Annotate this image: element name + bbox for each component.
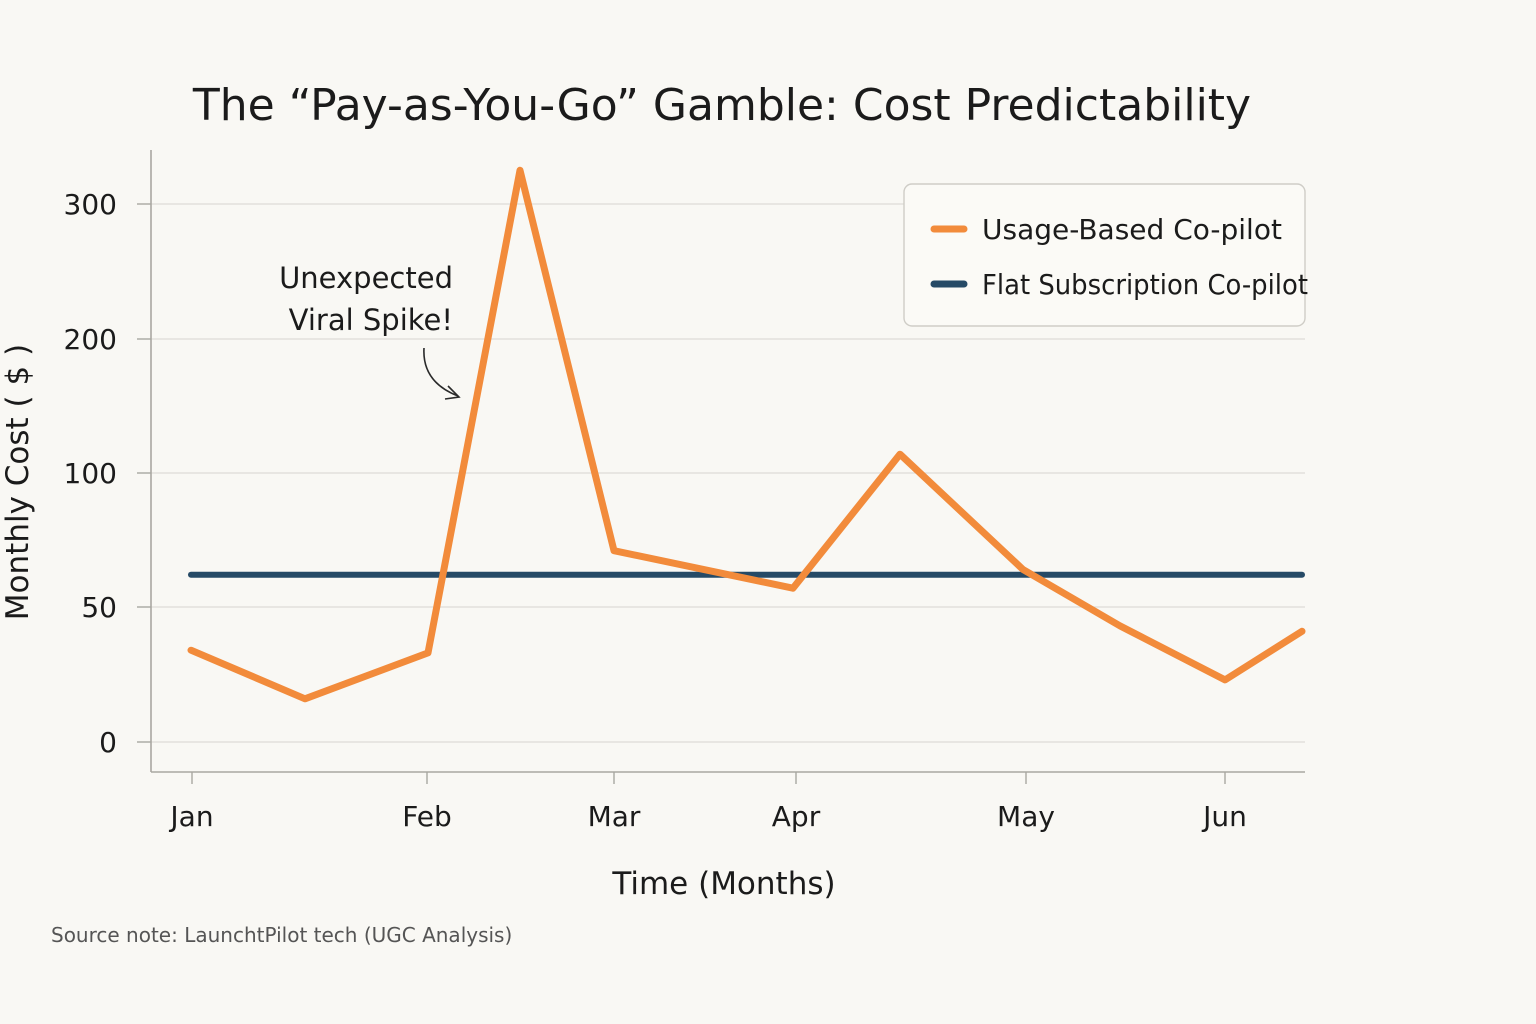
series-lines bbox=[187, 166, 1306, 703]
annotation-line-1: Unexpected bbox=[279, 261, 453, 295]
annotation-arrowhead-icon bbox=[444, 385, 461, 400]
annotation-arrow bbox=[423, 347, 459, 397]
chart-title: The “Pay-as-You-Go” Gamble: Cost Predict… bbox=[192, 80, 1251, 131]
source-note: Source note: LaunchtPilot tech (UGC Anal… bbox=[51, 923, 512, 947]
x-tick-label-apr: Apr bbox=[772, 800, 821, 833]
series-line-usage-based bbox=[187, 166, 1306, 703]
y-tick-label-300: 300 bbox=[64, 188, 117, 221]
x-tick-label-may: May bbox=[997, 800, 1055, 833]
y-tick-label-200: 200 bbox=[64, 323, 117, 356]
y-tick-labels: 0 50 100 200 300 bbox=[64, 188, 151, 759]
x-tick-label-mar: Mar bbox=[588, 800, 641, 833]
legend-label-usage: Usage-Based Co-pilot bbox=[982, 213, 1282, 246]
x-tick-label-jan: Jan bbox=[168, 800, 213, 833]
y-axis-label: Monthly Cost ( $ ) bbox=[0, 344, 36, 620]
legend-box bbox=[903, 183, 1306, 327]
y-tick-label-0: 0 bbox=[99, 726, 117, 759]
gridlines bbox=[151, 203, 1305, 743]
spike-annotation: Unexpected Viral Spike! bbox=[279, 261, 461, 400]
x-tick-label-jun: Jun bbox=[1201, 800, 1247, 833]
x-tick-labels: Jan Feb Mar Apr May Jun bbox=[168, 772, 1247, 833]
annotation-line-2: Viral Spike! bbox=[289, 303, 453, 337]
legend-label-flat: Flat Subscription Co-pilot bbox=[982, 268, 1308, 301]
y-tick-label-100: 100 bbox=[64, 457, 117, 490]
y-tick-label-50: 50 bbox=[81, 591, 117, 624]
x-axis-label: Time (Months) bbox=[611, 866, 835, 902]
x-tick-label-feb: Feb bbox=[402, 800, 452, 833]
legend: Usage-Based Co-pilot Flat Subscription C… bbox=[903, 183, 1308, 327]
